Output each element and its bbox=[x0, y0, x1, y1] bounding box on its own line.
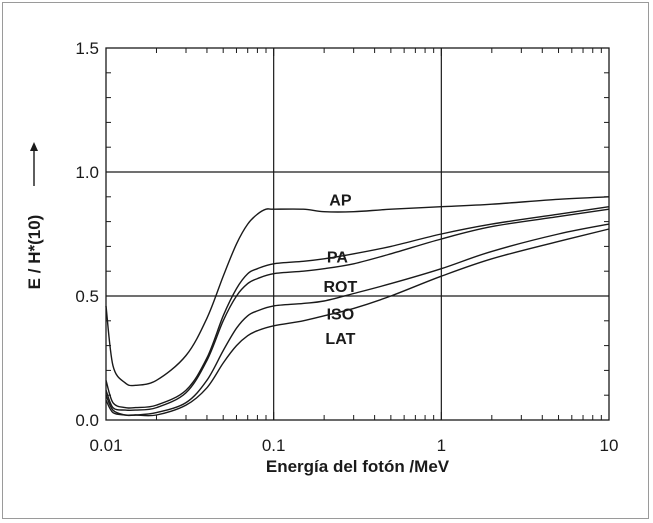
x-tick-label: 0.1 bbox=[262, 436, 286, 455]
series-label-pa: PA bbox=[327, 249, 348, 266]
y-tick-label: 1.5 bbox=[75, 39, 99, 58]
series-label-ap: AP bbox=[329, 192, 352, 209]
y-axis-label: E / H*(10) bbox=[25, 215, 44, 290]
curve-rot bbox=[105, 208, 610, 412]
curves bbox=[105, 196, 610, 417]
y-arrow-head bbox=[30, 142, 38, 151]
curve-ap bbox=[105, 196, 610, 387]
series-label-iso: ISO bbox=[327, 306, 355, 323]
x-tick-label: 0.01 bbox=[89, 436, 122, 455]
tick-labels: 0.01 0.1 1 10 0.0 0.5 1.0 1.5 bbox=[75, 39, 618, 455]
y-tick-label: 0.0 bbox=[75, 411, 99, 430]
figure-frame bbox=[2, 2, 649, 519]
x-axis-label: Energía del fotón /MeV bbox=[266, 457, 450, 476]
y-tick-label: 1.0 bbox=[75, 163, 99, 182]
grid bbox=[106, 48, 609, 420]
series-labels: AP PA ROT ISO LAT bbox=[323, 192, 357, 348]
curve-lat bbox=[105, 228, 610, 417]
y-tick-label: 0.5 bbox=[75, 287, 99, 306]
plot-area-border bbox=[105, 47, 610, 421]
curve-pa bbox=[105, 206, 610, 409]
y-axis-arrow bbox=[30, 142, 38, 186]
series-label-rot: ROT bbox=[323, 279, 357, 296]
series-label-lat: LAT bbox=[325, 331, 355, 348]
x-tick-label: 10 bbox=[600, 436, 619, 455]
tick-marks bbox=[105, 47, 609, 421]
x-tick-label: 1 bbox=[437, 436, 446, 455]
